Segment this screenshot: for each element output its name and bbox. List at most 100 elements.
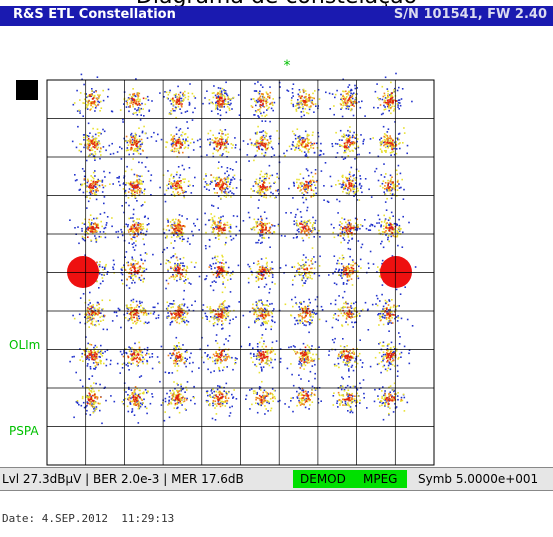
symbol-dot (130, 389, 133, 391)
symbol-dot (273, 154, 276, 156)
symbol-dot (349, 179, 352, 182)
symbol-dot (255, 99, 258, 102)
symbol-dot (138, 341, 140, 344)
symbol-dot (276, 130, 278, 132)
symbol-dot (130, 350, 133, 353)
symbol-dot (273, 308, 275, 310)
symbol-dot (310, 348, 313, 350)
symbol-dot (131, 319, 133, 321)
symbol-dot (232, 96, 235, 99)
symbol-dot (138, 145, 141, 147)
symbol-dot (97, 135, 100, 137)
symbol-dot (364, 178, 367, 180)
symbol-dot (222, 259, 224, 261)
symbol-dot (218, 144, 221, 146)
symbol-dot (376, 297, 379, 300)
symbol-dot (263, 304, 265, 306)
symbol-dot (242, 314, 245, 317)
symbol-dot (149, 402, 152, 405)
symbol-dot (258, 108, 261, 111)
symbol-dot (131, 238, 133, 241)
symbol-dot (266, 401, 268, 404)
symbol-dot (121, 363, 124, 365)
symbol-dot (180, 393, 182, 396)
symbol-dot (168, 315, 170, 317)
symbol-dot (354, 158, 356, 160)
symbol-dot (261, 86, 264, 88)
symbol-dot (302, 107, 304, 110)
symbol-dot (297, 186, 300, 188)
symbol-dot (379, 300, 381, 302)
symbol-dot (129, 402, 131, 404)
symbol-dot (341, 186, 344, 188)
symbol-dot (224, 401, 227, 403)
symbol-dot (350, 408, 353, 411)
symbol-dot (408, 349, 411, 351)
symbol-dot (102, 268, 104, 271)
symbol-dot (306, 400, 309, 403)
symbol-dot (250, 270, 253, 273)
symbol-dot (308, 331, 310, 334)
symbol-dot (380, 137, 383, 139)
symbol-dot (95, 237, 97, 240)
symbol-dot (264, 115, 266, 118)
symbol-dot (338, 274, 340, 276)
symbol-dot (393, 354, 396, 357)
symbol-dot (126, 141, 129, 144)
symbol-dot (196, 218, 199, 221)
symbol-dot (148, 110, 150, 112)
symbol-dot (94, 101, 97, 104)
symbol-dot (95, 241, 98, 243)
symbol-dot (77, 226, 79, 228)
symbol-dot (99, 150, 102, 153)
symbol-dot (385, 209, 388, 211)
symbol-dot (337, 212, 339, 214)
symbol-dot (357, 146, 360, 149)
symbol-dot (402, 142, 404, 144)
symbol-dot (342, 296, 344, 299)
symbol-dot (98, 287, 100, 289)
symbol-dot (207, 358, 209, 360)
symbol-dot (266, 313, 268, 316)
symbol-dot (315, 105, 317, 107)
symbol-dot (221, 137, 224, 140)
symbol-dot (382, 231, 385, 233)
symbol-dot (261, 234, 264, 236)
symbol-dot (313, 359, 315, 362)
symbol-dot (146, 391, 148, 394)
symbol-dot (342, 101, 344, 103)
symbol-dot (353, 183, 355, 186)
symbol-dot (250, 143, 253, 146)
symbol-dot (186, 240, 189, 243)
symbol-dot (261, 322, 264, 325)
symbol-dot (382, 359, 384, 362)
symbol-dot (93, 155, 96, 157)
symbol-dot (382, 418, 385, 421)
symbol-dot (127, 319, 130, 322)
symbol-dot (401, 399, 404, 402)
symbol-dot (343, 151, 345, 154)
symbol-dot (168, 400, 170, 402)
symbol-dot (128, 242, 130, 244)
symbol-dot (333, 113, 335, 116)
symbol-dot (116, 177, 118, 179)
symbol-dot (96, 301, 99, 304)
symbol-dot (374, 90, 377, 93)
symbol-dot (206, 306, 209, 308)
symbol-dot (378, 313, 380, 315)
symbol-dot (112, 152, 115, 155)
symbol-dot (253, 308, 255, 311)
symbol-dot (133, 414, 136, 416)
symbol-dot (391, 98, 393, 101)
symbol-dot (147, 99, 150, 101)
symbol-dot (266, 300, 269, 302)
symbol-dot (259, 188, 262, 190)
symbol-dot (92, 352, 94, 354)
symbol-dot (151, 396, 154, 398)
symbol-dot (130, 299, 133, 302)
symbol-dot (146, 360, 149, 363)
symbol-dot (132, 312, 134, 314)
symbol-dot (297, 141, 299, 143)
symbol-dot (262, 179, 265, 181)
symbol-dot (112, 266, 114, 269)
